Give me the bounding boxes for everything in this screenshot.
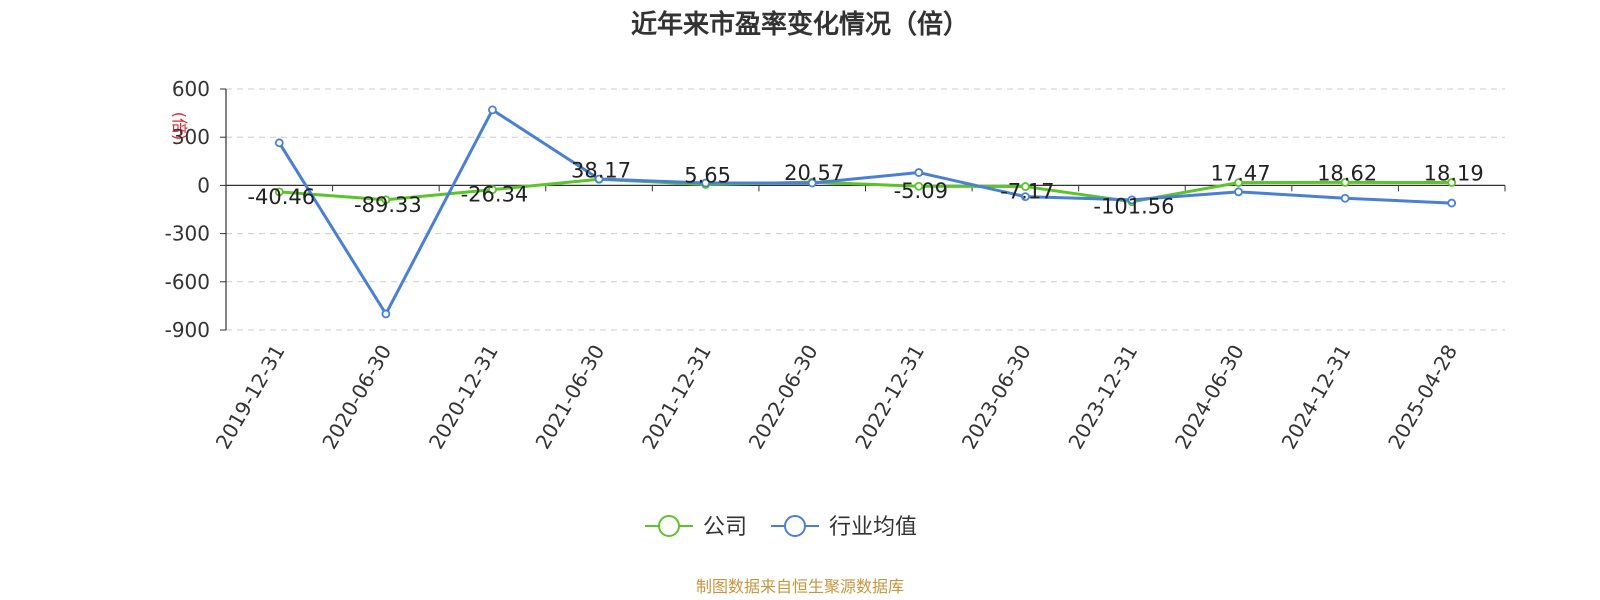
legend-marker [658, 515, 680, 537]
y-tick-label: -300 [165, 222, 210, 246]
series-line-company [279, 177, 1452, 204]
data-point [1234, 187, 1243, 197]
data-label: -89.33 [354, 193, 422, 217]
data-point [1020, 192, 1030, 202]
data-point [1340, 193, 1350, 203]
data-point [1127, 195, 1137, 205]
y-tick-label: 0 [197, 173, 210, 197]
data-label: -101.56 [1093, 195, 1174, 219]
legend: 公司 行业均值 [645, 515, 917, 540]
data-point [1340, 178, 1350, 187]
data-point [807, 178, 817, 188]
data-label: -5.09 [894, 179, 948, 203]
data-point [381, 195, 391, 205]
data-point [488, 105, 497, 115]
series-lines [274, 105, 1457, 319]
x-tick-label: 2022-06-30 [744, 341, 823, 454]
data-label: 17.47 [1210, 162, 1270, 186]
data-labels: -40.46 -89.33 -26.34 38.17 5.65 20.57 -5.09 -7.… [247, 158, 1483, 218]
data-point [594, 174, 604, 184]
data-label: 5.65 [684, 163, 731, 187]
y-tick-label: -900 [165, 318, 210, 342]
data-point [1447, 198, 1457, 208]
y-tick-label: 300 [172, 125, 210, 149]
data-point [1020, 182, 1030, 191]
data-point [274, 138, 284, 148]
data-point [488, 185, 497, 195]
y-tick-label: 600 [172, 77, 210, 101]
legend-label: 公司 [703, 515, 747, 540]
x-tick-label: 2025-04-28 [1383, 341, 1462, 454]
x-tick-labels: 2019-12-31 2020-06-30 2020-12-31 2021-06-30… [211, 341, 1462, 454]
x-tick-label: 2019-12-31 [211, 341, 290, 454]
gridlines [226, 88, 1505, 331]
data-label: -26.34 [461, 183, 529, 207]
data-label: -7.17 [1000, 180, 1054, 204]
x-tick-label: 2023-06-30 [957, 341, 1036, 454]
x-tick-label: 2022-12-31 [850, 341, 929, 454]
data-label: 38.17 [571, 158, 631, 182]
data-point [914, 168, 924, 177]
data-point [274, 187, 284, 197]
y-axis-label: (倍) [170, 112, 189, 141]
legend-label: 行业均值 [829, 515, 917, 540]
legend-marker [784, 515, 806, 537]
data-source-note: 制图数据来自恒生聚源数据库 [696, 577, 904, 596]
data-label: -40.46 [247, 185, 315, 209]
data-label: 18.62 [1317, 161, 1377, 185]
x-tick-label: 2020-12-31 [424, 341, 503, 454]
data-point [1234, 178, 1243, 187]
x-tick-label: 2021-06-30 [530, 341, 609, 454]
data-point [914, 181, 924, 191]
x-tick-label: 2023-12-31 [1063, 341, 1142, 454]
data-label: 18.19 [1424, 161, 1484, 185]
y-tick-label: -600 [165, 270, 210, 294]
chart-title: 近年来市盈率变化情况（倍） [631, 9, 969, 40]
x-tick-label: 2024-06-30 [1170, 341, 1249, 454]
data-point [1447, 178, 1457, 187]
data-label: 20.57 [784, 161, 844, 185]
x-tick-label: 2024-12-31 [1277, 341, 1356, 454]
data-point [701, 178, 711, 188]
data-point [381, 309, 391, 319]
series-line-industry-average [278, 108, 1452, 316]
x-tick-label: 2021-12-31 [637, 341, 716, 454]
x-tick-label: 2020-06-30 [317, 341, 396, 454]
y-tick-labels: 600 300 0 -300 -600 -900 [165, 77, 210, 342]
